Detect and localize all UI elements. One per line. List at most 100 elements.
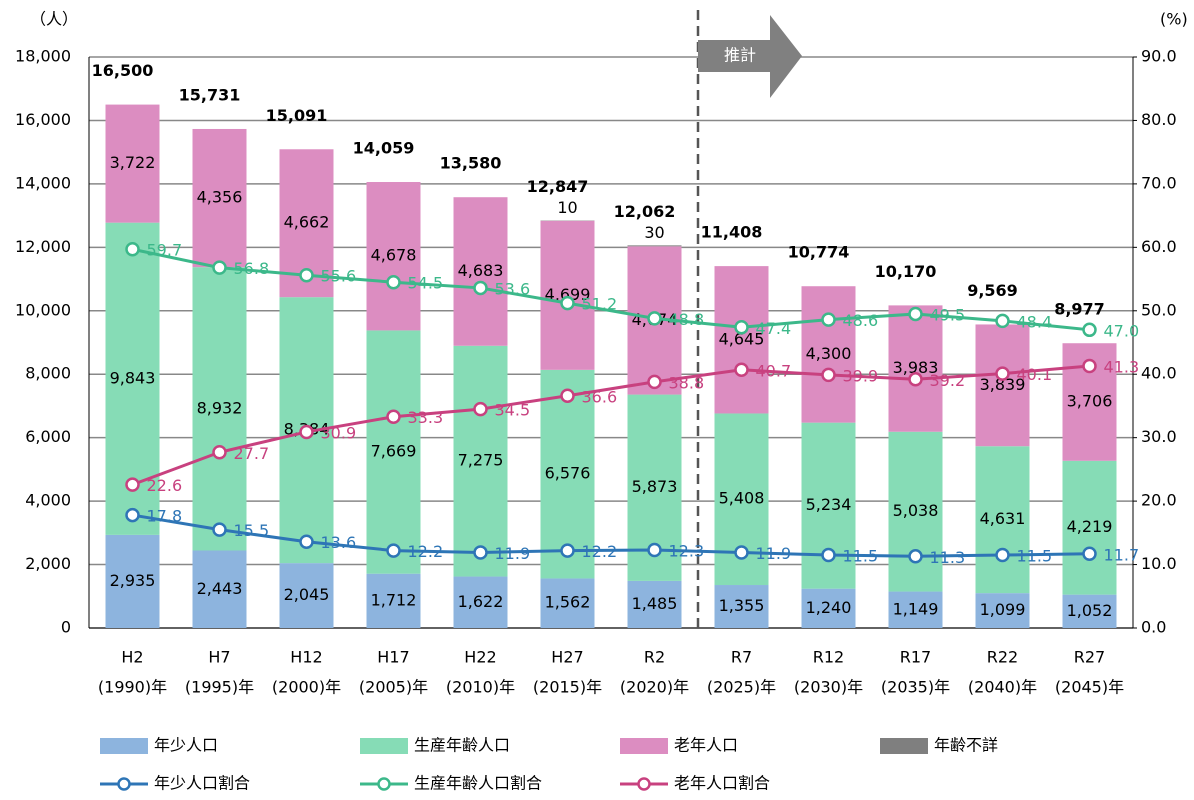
total-label: 15,091 (266, 106, 328, 125)
x-tick-label: R17 (900, 648, 931, 667)
x-tick-label: H27 (551, 648, 583, 667)
line-value-label: 56.8 (234, 259, 270, 278)
x-tick-label: (2025)年 (707, 678, 776, 697)
x-tick-label: H2 (121, 648, 143, 667)
total-label: 14,059 (353, 139, 415, 158)
legend-swatch (100, 738, 148, 754)
bar-value-label: 4,300 (806, 344, 852, 363)
line-marker (995, 547, 1010, 563)
line-marker (995, 313, 1010, 329)
line-marker (125, 477, 140, 492)
y2-tick-label: 60.0 (1141, 237, 1177, 256)
line-value-label: 11.3 (930, 548, 966, 567)
line-marker (908, 306, 923, 322)
bar-segment (366, 182, 421, 331)
bar-value-label: 2,935 (110, 571, 156, 590)
x-tick-label: R2 (644, 648, 665, 667)
bar-value-label: 4,699 (545, 285, 591, 304)
line-value-label: 12.2 (582, 542, 618, 561)
bar-value-label: 5,408 (719, 489, 765, 508)
y-tick-label: 2,000 (25, 554, 71, 573)
line-value-label: 36.6 (582, 387, 618, 406)
bar-value-label: 8,932 (197, 398, 243, 417)
bar-value-label: 3,983 (893, 358, 939, 377)
bar-segment (453, 197, 508, 346)
line-marker (1082, 322, 1097, 338)
bar-segment (366, 573, 421, 628)
line-value-label: 12.2 (408, 542, 444, 561)
bar-value-label: 4,631 (980, 509, 1026, 528)
y-unit: （人） (30, 10, 78, 29)
x-tick-label: H22 (464, 648, 496, 667)
bar-segment (105, 104, 160, 223)
bar-segment (888, 305, 943, 432)
legend-swatch (880, 738, 928, 754)
line-marker (299, 267, 314, 283)
line-value-label: 11.9 (756, 544, 792, 563)
line-value-label: 38.8 (669, 373, 705, 392)
legend-label: 年少人口 (154, 736, 218, 755)
bar-segment (105, 534, 160, 628)
x-tick-label: (2020)年 (620, 678, 689, 697)
legend-marker (637, 777, 651, 791)
bar-segment (714, 585, 769, 628)
line-value-label: 11.5 (1017, 547, 1053, 566)
x-tick-label: (2035)年 (881, 678, 950, 697)
y-tick-label: 12,000 (15, 237, 71, 256)
line-marker (821, 312, 836, 327)
projection-label: 推計 (724, 46, 756, 65)
bar-value-label: 1,485 (632, 594, 678, 613)
line-marker (212, 260, 227, 275)
bar-segment (540, 220, 595, 370)
bar-value-label: 1,712 (371, 590, 417, 609)
bar-value-label: 4,219 (1067, 517, 1113, 536)
line-marker (734, 362, 749, 378)
x-tick-label: H12 (290, 648, 322, 667)
legend-swatch (620, 738, 668, 754)
total-label: 16,500 (92, 61, 154, 80)
line-marker (125, 241, 140, 257)
y-tick-label: 18,000 (15, 47, 71, 66)
line-marker (212, 445, 227, 460)
x-tick-label: R22 (987, 648, 1018, 667)
line-marker (125, 507, 140, 523)
line-marker (908, 549, 923, 564)
bar-segment (453, 345, 508, 577)
x-tick-label: (2005)年 (359, 678, 428, 697)
line-value-label: 41.3 (1104, 357, 1140, 376)
bar-value-label: 4,662 (284, 213, 330, 232)
bar-value-label: 5,234 (806, 495, 852, 514)
line-value-label: 39.9 (843, 366, 879, 385)
line-value-label: 40.7 (756, 361, 792, 380)
line-marker (647, 311, 662, 326)
line-value-label: 54.5 (408, 274, 444, 293)
y-tick-label: 14,000 (15, 173, 71, 192)
line-value-label: 11.7 (1104, 545, 1140, 564)
y2-unit: (%) (1160, 10, 1188, 29)
line-marker (734, 320, 749, 335)
line-value-label: 11.9 (495, 544, 531, 563)
bar-segment (279, 563, 334, 628)
line-value-label: 17.8 (147, 507, 183, 526)
bar-value-label: 7,275 (458, 451, 504, 470)
line-marker (821, 547, 836, 563)
bar-segment (192, 128, 247, 268)
total-label: 9,569 (967, 281, 1018, 300)
line-value-label: 27.7 (234, 444, 270, 463)
line-value-label: 33.3 (408, 408, 444, 427)
bar-segment (1062, 594, 1117, 628)
line-marker (734, 545, 749, 560)
x-tick-label: (1990)年 (98, 678, 167, 697)
total-label: 12,847 (527, 177, 589, 196)
line-marker (473, 280, 488, 296)
bar-segment (975, 593, 1030, 628)
line-marker (560, 543, 575, 558)
y-tick-label: 0 (61, 618, 71, 637)
y2-tick-label: 50.0 (1141, 300, 1177, 319)
bar-segment (888, 591, 943, 628)
y-tick-label: 8,000 (25, 364, 71, 383)
x-tick-label: (2040)年 (968, 678, 1037, 697)
bar-segment (540, 578, 595, 628)
bar-segment (801, 588, 856, 628)
x-tick-label: (1995)年 (185, 678, 254, 697)
